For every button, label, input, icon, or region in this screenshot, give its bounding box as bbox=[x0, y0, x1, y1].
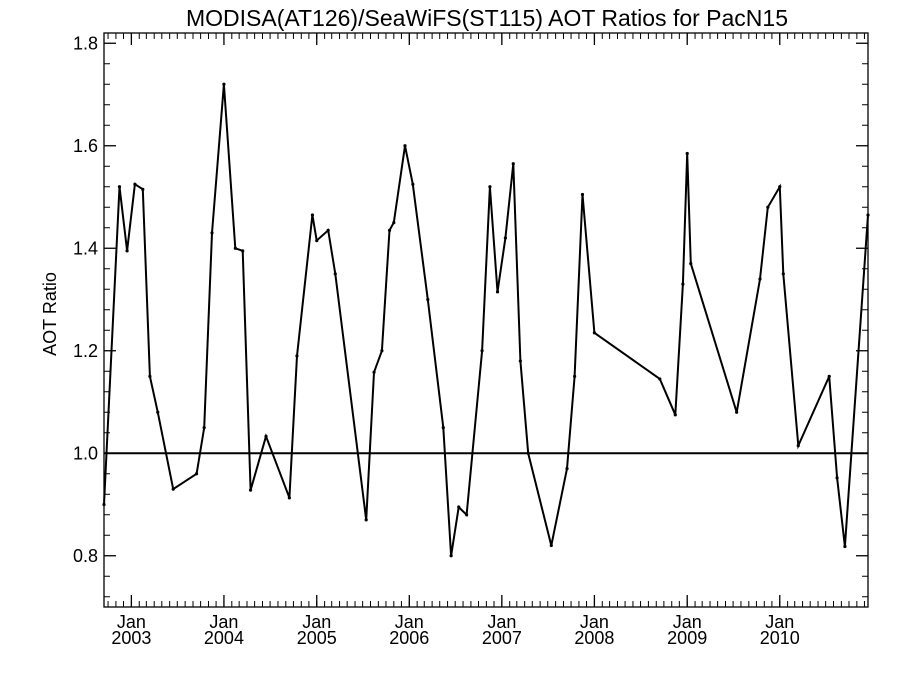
data-point bbox=[295, 354, 299, 358]
x-tick-label-year: 2003 bbox=[111, 628, 151, 648]
data-point bbox=[827, 374, 831, 378]
data-point bbox=[133, 182, 137, 186]
x-tick-label-year: 2007 bbox=[482, 628, 522, 648]
data-point bbox=[210, 231, 214, 235]
data-point bbox=[673, 413, 677, 417]
chart-title: MODISA(AT126)/SeaWiFS(ST115) AOT Ratios … bbox=[186, 5, 788, 31]
data-point bbox=[441, 426, 445, 430]
x-tick-label-year: 2004 bbox=[204, 628, 244, 648]
data-point bbox=[403, 144, 407, 148]
data-point bbox=[526, 451, 530, 455]
data-point bbox=[480, 349, 484, 353]
data-point bbox=[658, 377, 662, 381]
data-point bbox=[233, 246, 237, 250]
data-point bbox=[248, 488, 253, 492]
x-tick-label-month: Jan bbox=[302, 612, 331, 632]
x-tick-label-year: 2010 bbox=[760, 628, 800, 648]
data-point bbox=[326, 228, 330, 232]
y-tick-label: 1.8 bbox=[73, 33, 98, 53]
data-point bbox=[202, 426, 206, 430]
data-point bbox=[333, 272, 337, 276]
data-point bbox=[310, 213, 315, 217]
data-point bbox=[194, 472, 199, 476]
data-point bbox=[364, 518, 368, 522]
data-point bbox=[457, 505, 461, 509]
x-tick-label-month: Jan bbox=[209, 612, 238, 632]
y-tick-label: 1.4 bbox=[73, 238, 98, 258]
y-tick-label: 1.6 bbox=[73, 136, 98, 156]
data-point bbox=[449, 554, 453, 558]
data-point bbox=[392, 221, 396, 225]
x-tick-label-month: Jan bbox=[765, 612, 794, 632]
data-point bbox=[387, 228, 392, 232]
data-point bbox=[503, 236, 507, 240]
x-tick-label-month: Jan bbox=[673, 612, 702, 632]
x-tick-label-year: 2008 bbox=[574, 628, 614, 648]
data-point bbox=[689, 262, 693, 266]
data-point bbox=[411, 182, 415, 186]
data-point bbox=[372, 370, 376, 374]
x-tick-label-month: Jan bbox=[487, 612, 516, 632]
data-point bbox=[835, 476, 839, 480]
x-tick-label-month: Jan bbox=[580, 612, 609, 632]
y-tick-label: 1.2 bbox=[73, 341, 98, 361]
data-point bbox=[241, 249, 245, 253]
data-point bbox=[495, 290, 500, 294]
data-point bbox=[681, 282, 685, 286]
x-tick-label-month: Jan bbox=[395, 612, 424, 632]
data-point bbox=[156, 410, 160, 414]
data-point bbox=[778, 185, 782, 189]
data-point bbox=[315, 238, 319, 243]
data-point bbox=[148, 374, 152, 378]
data-point bbox=[465, 513, 469, 517]
x-tick-label-year: 2006 bbox=[389, 628, 429, 648]
data-point bbox=[781, 272, 785, 276]
data-point bbox=[117, 185, 122, 189]
data-point bbox=[141, 187, 145, 191]
data-point bbox=[592, 331, 597, 335]
data-point bbox=[735, 410, 739, 414]
data-point bbox=[565, 467, 569, 471]
data-point bbox=[518, 359, 522, 363]
data-point bbox=[171, 487, 175, 491]
data-point bbox=[222, 82, 226, 86]
data-point bbox=[125, 249, 129, 253]
data-point bbox=[758, 277, 762, 281]
data-point bbox=[796, 443, 800, 448]
y-tick-label: 0.8 bbox=[73, 546, 98, 566]
data-point bbox=[102, 502, 106, 507]
data-point bbox=[766, 205, 770, 209]
y-tick-label: 1.0 bbox=[73, 443, 98, 463]
series-line bbox=[103, 84, 869, 556]
data-point bbox=[685, 151, 689, 156]
data-point bbox=[287, 496, 291, 500]
x-tick-label-month: Jan bbox=[117, 612, 146, 632]
plot-area: 0.81.01.21.41.61.8Jan2003Jan2004Jan2005J… bbox=[73, 32, 870, 648]
data-point bbox=[380, 349, 384, 353]
data-point bbox=[488, 185, 492, 189]
data-point bbox=[843, 544, 847, 549]
x-tick-label-year: 2005 bbox=[297, 628, 337, 648]
x-tick-label-year: 2009 bbox=[667, 628, 707, 648]
data-point bbox=[549, 543, 553, 548]
data-point bbox=[866, 213, 870, 217]
data-point bbox=[511, 162, 515, 166]
data-point bbox=[426, 297, 430, 302]
data-point bbox=[573, 374, 577, 378]
data-point bbox=[580, 192, 585, 197]
y-axis-title: AOT Ratio bbox=[40, 272, 60, 356]
data-point bbox=[264, 434, 268, 438]
